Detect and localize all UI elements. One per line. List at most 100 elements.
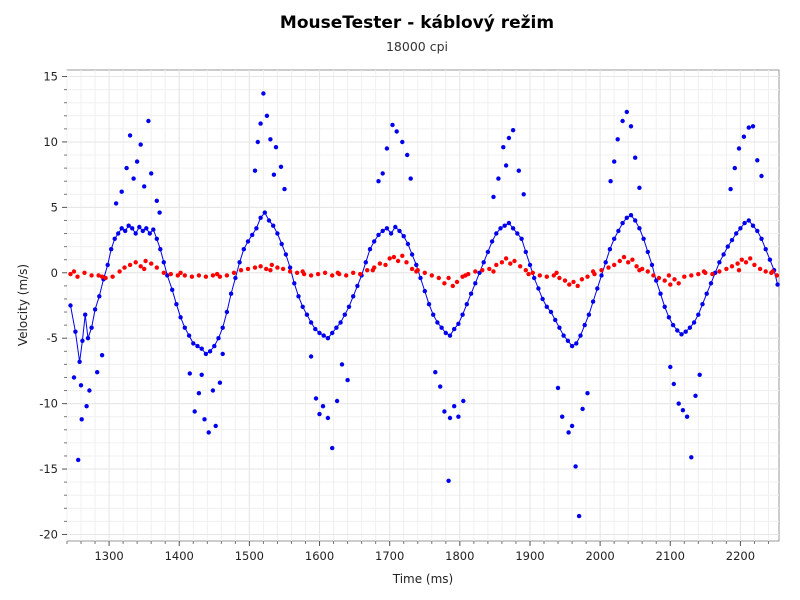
data-point-x_velocity xyxy=(599,273,604,278)
data-point-x_velocity xyxy=(325,336,331,341)
data-point-x_velocity xyxy=(442,409,447,414)
data-point-x_velocity xyxy=(566,430,571,435)
plot-area xyxy=(66,69,780,542)
data-point-x_velocity xyxy=(304,312,310,317)
data-point-x_velocity xyxy=(78,383,84,388)
data-point-x_velocity xyxy=(268,137,273,142)
data-point-y_velocity xyxy=(89,273,94,278)
data-point-x_velocity xyxy=(662,304,667,309)
data-point-x_velocity xyxy=(397,228,402,234)
x-tick-label: 1900 xyxy=(515,549,544,563)
data-point-y_velocity xyxy=(544,274,549,279)
data-point-x_velocity xyxy=(759,173,764,179)
data-point-x_velocity xyxy=(345,377,350,383)
data-point-y_velocity xyxy=(168,271,173,277)
data-point-y_velocity xyxy=(630,257,635,262)
data-point-x_velocity xyxy=(670,322,676,328)
data-point-x_velocity xyxy=(746,218,751,223)
data-point-x_velocity xyxy=(144,226,149,231)
data-point-y_velocity xyxy=(182,273,187,278)
data-point-x_velocity xyxy=(755,158,760,163)
y-tick-label: 0 xyxy=(51,266,58,280)
data-point-x_velocity xyxy=(334,325,339,330)
data-point-x_velocity xyxy=(645,249,650,255)
data-point-x_velocity xyxy=(342,312,347,317)
data-point-x_velocity xyxy=(746,125,751,130)
data-point-x_velocity xyxy=(519,236,524,241)
data-point-x_velocity xyxy=(80,338,85,343)
data-point-x_velocity xyxy=(506,220,512,226)
y-tick-label: -20 xyxy=(39,527,58,541)
data-point-y_velocity xyxy=(99,274,105,279)
data-point-x_velocity xyxy=(261,91,266,96)
data-point-x_velocity xyxy=(452,404,457,409)
data-point-x_velocity xyxy=(485,249,491,255)
data-point-x_velocity xyxy=(510,128,516,133)
data-point-x_velocity xyxy=(191,341,196,346)
data-point-x_velocity xyxy=(119,226,124,231)
data-point-x_velocity xyxy=(388,231,394,236)
data-point-y_velocity xyxy=(724,266,729,272)
data-point-x_velocity xyxy=(729,237,735,243)
data-point-x_velocity xyxy=(628,213,634,218)
data-point-x_velocity xyxy=(220,351,225,357)
data-point-y_velocity xyxy=(245,266,251,272)
data-point-x_velocity xyxy=(498,226,503,231)
data-point-y_velocity xyxy=(264,266,269,272)
data-point-x_velocity xyxy=(452,326,457,332)
data-point-y_velocity xyxy=(668,282,673,287)
data-point-y_velocity xyxy=(717,269,722,274)
data-point-y_velocity xyxy=(752,262,757,268)
data-point-y_velocity xyxy=(196,273,202,278)
data-point-y_velocity xyxy=(554,270,559,275)
data-point-x_velocity xyxy=(133,231,138,236)
data-point-y_velocity xyxy=(231,270,237,275)
data-point-y_velocity xyxy=(238,268,244,273)
data-point-x_velocity xyxy=(708,281,714,286)
data-point-y_velocity xyxy=(562,278,568,283)
data-point-x_velocity xyxy=(620,118,625,124)
data-point-x_velocity xyxy=(400,139,405,145)
data-point-x_velocity xyxy=(320,404,326,409)
data-point-x_velocity xyxy=(119,189,124,194)
data-point-x_velocity xyxy=(89,325,94,330)
data-point-x_velocity xyxy=(728,186,733,192)
data-point-x_velocity xyxy=(540,296,545,302)
data-point-y_velocity xyxy=(480,268,485,273)
data-point-y_velocity xyxy=(503,256,509,261)
data-point-x_velocity xyxy=(292,281,297,286)
data-point-x_velocity xyxy=(92,307,98,312)
data-point-y_velocity xyxy=(436,275,441,281)
data-point-y_velocity xyxy=(763,269,768,274)
data-point-x_velocity xyxy=(426,302,432,307)
data-point-y_velocity xyxy=(466,271,471,277)
data-point-x_velocity xyxy=(367,247,373,252)
data-point-x_velocity xyxy=(237,260,242,265)
y-tick-label: -15 xyxy=(39,462,58,476)
data-point-x_velocity xyxy=(210,388,216,393)
data-point-x_velocity xyxy=(460,312,465,317)
data-point-x_velocity xyxy=(578,333,583,338)
data-point-x_velocity xyxy=(134,159,140,164)
data-point-y_velocity xyxy=(454,279,460,285)
data-point-x_velocity xyxy=(561,333,566,338)
data-point-y_velocity xyxy=(138,264,143,269)
data-point-y_velocity xyxy=(142,266,147,272)
data-point-x_velocity xyxy=(750,124,756,129)
data-point-x_velocity xyxy=(763,247,768,252)
data-point-y_velocity xyxy=(592,271,597,277)
data-point-x_velocity xyxy=(515,231,520,236)
data-point-x_velocity xyxy=(637,185,642,190)
data-point-x_velocity xyxy=(296,294,301,299)
data-point-y_velocity xyxy=(422,270,427,275)
data-point-x_velocity xyxy=(569,343,575,349)
data-point-y_velocity xyxy=(287,269,293,274)
y-axis-ticks: 15 10 5 0 -5 -10 -15 -20 xyxy=(39,70,67,541)
data-point-x_velocity xyxy=(608,179,613,184)
x-axis-label: Time (ms) xyxy=(392,572,454,586)
data-point-x_velocity xyxy=(338,320,343,325)
data-point-x_velocity xyxy=(668,364,673,370)
data-point-y_velocity xyxy=(599,268,604,273)
data-point-y_velocity xyxy=(154,265,159,270)
data-point-y_velocity xyxy=(161,270,166,275)
